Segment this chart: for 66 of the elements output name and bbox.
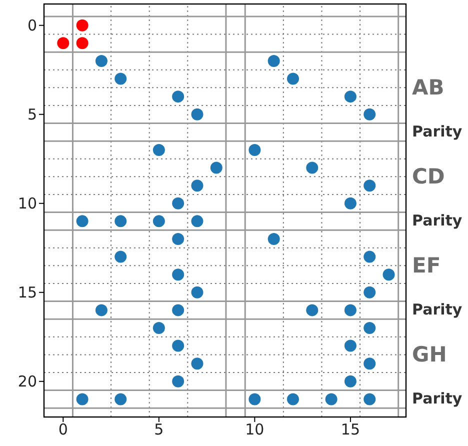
point <box>344 304 356 316</box>
text: EF <box>412 253 441 278</box>
point <box>364 286 376 298</box>
point <box>114 215 127 228</box>
point <box>286 393 299 406</box>
point <box>114 393 127 406</box>
point <box>364 108 376 120</box>
point <box>114 250 127 263</box>
point <box>152 144 165 156</box>
point <box>172 304 184 316</box>
point <box>95 54 108 67</box>
point <box>364 250 376 263</box>
y-tick-label: 0 <box>27 16 37 35</box>
point <box>306 304 318 316</box>
point <box>172 197 184 210</box>
x-tick-label: 5 <box>154 420 164 439</box>
point <box>248 144 261 156</box>
point <box>191 215 204 228</box>
point <box>76 37 88 50</box>
point <box>57 37 70 50</box>
point <box>286 72 299 85</box>
text: AB <box>412 75 444 100</box>
point <box>152 215 165 228</box>
y-tick-label: 10 <box>18 194 37 213</box>
point <box>382 268 395 281</box>
point <box>76 19 88 32</box>
point <box>191 108 204 120</box>
point <box>172 268 184 281</box>
point <box>76 393 88 406</box>
point <box>172 90 184 103</box>
text: GH <box>412 342 447 366</box>
text: Parity <box>412 212 462 230</box>
point <box>325 393 338 406</box>
point <box>306 162 318 174</box>
point <box>344 375 356 388</box>
point <box>210 162 222 174</box>
y-tick-label: 20 <box>18 372 37 391</box>
text: Parity <box>412 390 462 408</box>
point <box>364 358 376 370</box>
x-tick-label: 0 <box>58 420 68 439</box>
point <box>191 286 204 298</box>
point <box>114 72 127 85</box>
point <box>344 197 356 210</box>
text: Parity <box>412 122 462 141</box>
x-tick-label: 10 <box>245 420 264 439</box>
point <box>268 54 280 67</box>
point <box>248 393 261 406</box>
point <box>364 180 376 192</box>
point <box>364 322 376 334</box>
point <box>344 340 356 352</box>
y-tick-label: 5 <box>27 106 37 124</box>
point <box>172 232 184 245</box>
point <box>191 358 204 370</box>
point <box>344 90 356 103</box>
text: CD <box>412 164 445 188</box>
point <box>172 340 184 352</box>
x-tick-label: 15 <box>340 420 360 439</box>
point <box>268 232 280 245</box>
point <box>191 180 204 192</box>
point <box>76 215 88 228</box>
point <box>172 375 184 388</box>
point <box>364 393 376 406</box>
text: Parity <box>412 300 462 319</box>
point <box>95 304 108 316</box>
y-tick-label: 15 <box>18 284 37 302</box>
point <box>152 322 165 334</box>
